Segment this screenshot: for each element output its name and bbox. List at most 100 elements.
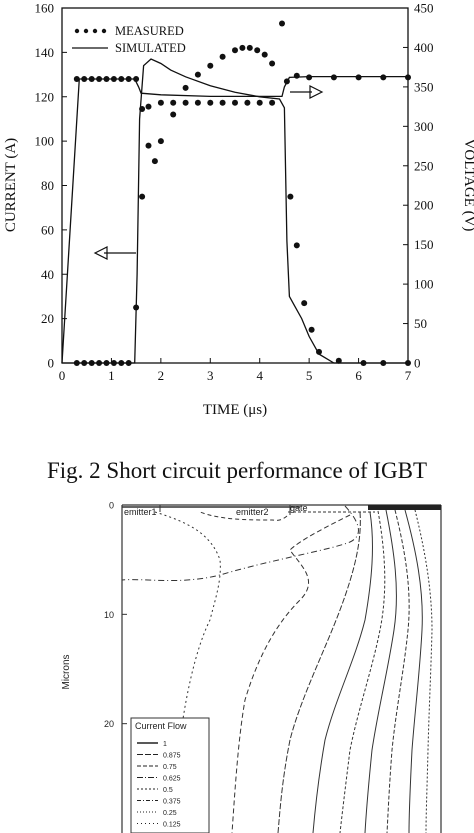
region-label-gate: gate — [290, 503, 308, 513]
legend-label-simulated: SIMULATED — [115, 41, 186, 55]
y-tick-label-right: 250 — [414, 158, 434, 173]
x-tick-label: 5 — [306, 368, 313, 383]
y-tick-label-left: 100 — [35, 134, 55, 149]
legend-label-measured: MEASURED — [115, 24, 184, 38]
data-point-measured-right — [207, 99, 214, 106]
x-tick-label: 0 — [59, 368, 66, 383]
y-tick-label-left: 20 — [41, 311, 54, 326]
data-point-measured-left — [139, 193, 146, 200]
data-point-measured-left — [219, 53, 226, 60]
contour-legend-title: Current Flow — [135, 721, 187, 731]
device-surface — [122, 505, 441, 515]
data-point-measured-right — [170, 99, 177, 106]
contour-line — [339, 510, 386, 833]
data-point-measured-right — [133, 76, 140, 82]
contour-line — [404, 509, 423, 833]
y-tick-label-left: 140 — [35, 45, 55, 60]
region-label-emitter1: emitter1 — [124, 507, 157, 517]
data-point-measured-left — [194, 71, 201, 78]
data-point-measured-right — [306, 74, 313, 81]
data-point-measured-left — [182, 84, 189, 91]
data-point-measured-right — [145, 103, 152, 110]
y-tick-label-left: 160 — [35, 1, 55, 16]
contour-legend-label: 0.5 — [163, 787, 173, 794]
y-tick-label-right: 150 — [414, 237, 434, 252]
data-point-measured-right — [380, 74, 387, 81]
x-tick-label: 4 — [256, 368, 263, 383]
y-tick-label-right: 350 — [414, 79, 434, 94]
y-tick-label-right: 400 — [414, 40, 434, 55]
data-point-measured-left — [170, 111, 177, 118]
data-point-measured-left — [157, 138, 164, 145]
y-tick-label-right: 450 — [414, 1, 434, 16]
data-point-measured-right — [194, 99, 201, 106]
contour-line — [231, 514, 351, 833]
data-point-measured-right — [182, 99, 189, 106]
data-point-measured-left — [335, 357, 342, 364]
data-point-measured-left — [279, 20, 285, 27]
contour-legend-label: 1 — [163, 741, 167, 748]
legend: MEASURED SIMULATED — [72, 24, 186, 55]
data-point-measured-right — [256, 99, 263, 106]
contour-legend-label: 0.25 — [163, 810, 177, 817]
contour-legend-label: 0.875 — [163, 753, 181, 760]
data-point-measured-left — [293, 242, 300, 249]
y-tick-label-right: 100 — [414, 277, 434, 292]
short-circuit-chart: 0 1 2 3 4 5 6 702040608010012014016005010015020… — [3, 1, 474, 419]
y-axis-title-left: CURRENT (A) — [3, 138, 19, 232]
x-tick-label: 2 — [158, 368, 165, 383]
x-tick-label: 1 — [108, 368, 115, 383]
y-tick-label-right: 50 — [414, 316, 427, 331]
y-tick-label-left: 0 — [48, 356, 55, 371]
figure-caption: Fig. 2 Short circuit performance of IGBT — [46, 458, 428, 483]
data-point-measured-left — [254, 47, 261, 54]
legend-marker-measured — [74, 28, 107, 34]
y-axis-title-right: VOLTAGE (V) — [461, 139, 474, 232]
data-point-measured-left — [261, 51, 268, 58]
data-point-measured-left — [232, 47, 238, 54]
contour-line — [277, 511, 361, 833]
contour-y-tick-label: 20 — [104, 719, 114, 729]
data-point-measured-right — [232, 99, 238, 106]
contour-legend-label: 0.75 — [163, 764, 177, 771]
contour-y-tick-label: 0 — [109, 501, 114, 511]
data-point-measured-left — [246, 44, 253, 51]
x-axis-title: TIME (μs) — [203, 402, 267, 418]
data-point-measured-right — [269, 99, 276, 106]
data-point-measured-left — [151, 158, 158, 165]
contour-y-tick-label: 10 — [104, 610, 114, 620]
y-tick-label-right: 0 — [414, 356, 421, 371]
contour-legend: Current Flow 1 0.875 0.75 0.625 0.5 0.375 0.25… — [130, 717, 210, 833]
x-tick-label: 3 — [207, 368, 214, 383]
data-point-measured-right — [355, 74, 362, 81]
data-point-measured-right — [73, 76, 80, 82]
series-line-simulated-right — [61, 75, 408, 364]
x-tick-label: 7 — [405, 368, 412, 383]
contour-line — [199, 511, 288, 521]
contour-legend-label: 0.625 — [163, 776, 181, 783]
data-point-measured-left — [207, 62, 214, 69]
right-axis-arrow — [290, 85, 324, 99]
left-axis-arrow — [93, 246, 136, 260]
y-tick-label-left: 120 — [35, 89, 55, 104]
y-tick-label-left: 80 — [41, 178, 54, 193]
contour-line — [364, 509, 397, 833]
x-tick-label: 6 — [355, 368, 362, 383]
y-tick-label-left: 40 — [41, 267, 54, 282]
data-point-measured-left — [308, 326, 315, 333]
data-point-measured-left — [145, 142, 152, 149]
contour-line — [386, 509, 410, 833]
y-tick-label-right: 200 — [414, 198, 434, 213]
region-label-emitter2: emitter2 — [236, 507, 269, 517]
data-point-measured-right — [244, 99, 251, 106]
contour-line — [414, 509, 433, 833]
contour-legend-label: 0.375 — [163, 799, 181, 806]
data-point-measured-right — [219, 99, 226, 106]
data-point-measured-left — [301, 300, 308, 307]
y-tick-label-left: 60 — [41, 222, 54, 237]
contour-line — [121, 505, 359, 582]
data-point-measured-left — [287, 193, 294, 200]
contour-line — [312, 511, 373, 833]
data-point-measured-right — [330, 74, 337, 81]
y-tick-label-right: 300 — [414, 119, 434, 134]
